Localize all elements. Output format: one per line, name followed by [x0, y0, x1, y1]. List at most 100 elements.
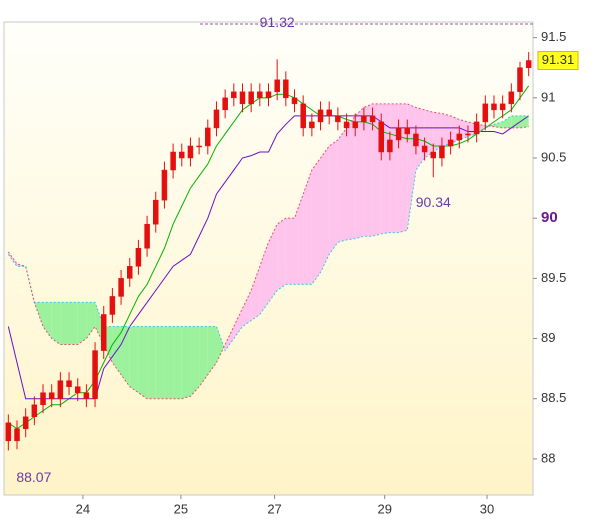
- candle-body: [118, 278, 124, 297]
- high-label: 91.32: [260, 14, 295, 30]
- candle-body: [291, 97, 298, 105]
- candle-body: [525, 60, 532, 68]
- candle-body: [161, 169, 168, 201]
- candle-body: [257, 91, 263, 99]
- candle-body: [361, 115, 367, 123]
- cloud: [441, 113, 451, 146]
- candle-body: [343, 121, 350, 129]
- candle-body: [57, 380, 64, 399]
- cloud: [147, 326, 156, 399]
- candle-body: [274, 79, 280, 93]
- candle-body: [387, 139, 393, 153]
- candle-body: [439, 145, 445, 159]
- candle-body: [109, 296, 116, 315]
- candle-body: [83, 392, 90, 399]
- candle-body: [100, 314, 107, 351]
- cloud: [311, 158, 321, 285]
- cloud: [355, 107, 364, 239]
- candle-body: [66, 380, 72, 387]
- candle-body: [239, 91, 246, 105]
- candle-body: [92, 350, 98, 399]
- candle-body: [421, 145, 428, 153]
- candle-body: [48, 392, 55, 399]
- cloud: [277, 218, 286, 291]
- candle-body: [309, 121, 315, 129]
- candle-body: [126, 266, 133, 279]
- candle-body: [352, 121, 358, 129]
- candle-body: [22, 416, 29, 430]
- x-tick-label: 24: [76, 501, 90, 516]
- cloud: [173, 326, 182, 399]
- cloud: [493, 121, 503, 128]
- y-tick-label: 91: [541, 89, 555, 104]
- cloud: [433, 112, 442, 152]
- cloud: [511, 115, 520, 128]
- cloud: [294, 194, 304, 285]
- candle-body: [222, 97, 228, 111]
- cloud: [86, 302, 96, 339]
- y-tick-label: 90.5: [541, 149, 566, 164]
- y-tick-label: 91.5: [541, 29, 566, 44]
- cloud: [190, 326, 200, 397]
- x-tick-label: 27: [267, 501, 281, 516]
- cloud: [320, 145, 330, 273]
- candle-body: [196, 145, 202, 148]
- cloud: [337, 127, 347, 243]
- cloud: [225, 326, 234, 351]
- y-tick-label: 88.5: [541, 390, 566, 405]
- indicator-line: [7, 115, 529, 352]
- candle-body: [5, 422, 12, 442]
- candle-body: [179, 151, 185, 159]
- cloud: [285, 218, 295, 285]
- cloud: [223, 344, 226, 351]
- candle-body: [300, 103, 306, 129]
- candle-body: [14, 428, 20, 442]
- cloud: [60, 302, 70, 345]
- candle-body: [491, 103, 497, 111]
- cloud: [77, 302, 87, 345]
- candle-body: [335, 115, 341, 123]
- candle-body: [187, 145, 194, 159]
- x-tick-label: 29: [377, 501, 391, 516]
- candle-body: [144, 223, 150, 249]
- candle-body: [248, 91, 254, 105]
- y-tick-label: 89: [541, 330, 555, 345]
- cloud: [251, 266, 260, 321]
- candle-body: [473, 121, 480, 135]
- y-tick-label: 90: [541, 209, 558, 226]
- candle-body: [283, 79, 289, 99]
- x-tick-label: 30: [480, 501, 494, 516]
- last-price: 91.31: [542, 52, 575, 67]
- cloud: [303, 170, 312, 285]
- candle-body: [265, 91, 272, 99]
- y-tick-label: 88: [541, 450, 555, 465]
- cloud: [155, 326, 165, 399]
- cloud: [69, 302, 78, 345]
- cloud: [329, 139, 338, 255]
- candle-body: [482, 103, 489, 123]
- candle-body: [378, 121, 384, 153]
- cloud: [207, 326, 217, 375]
- x-tick-label: 25: [174, 501, 188, 516]
- cloud: [121, 326, 130, 387]
- cloud: [181, 326, 191, 399]
- candle-body: [40, 392, 46, 405]
- cloud: [363, 103, 373, 237]
- cloud: [259, 242, 269, 315]
- cloud: [415, 107, 425, 171]
- cloud: [398, 103, 408, 233]
- candle-body: [404, 127, 411, 135]
- cloud: [502, 115, 512, 128]
- candle-body: [430, 151, 437, 159]
- candle-body: [395, 127, 402, 141]
- y-tick-label: 89.5: [541, 270, 566, 285]
- candle-body: [135, 248, 142, 267]
- candle-body: [317, 109, 324, 123]
- candle-body: [447, 139, 454, 147]
- candle-body: [456, 133, 463, 141]
- candle-body: [31, 404, 38, 418]
- low-label: 90.34: [416, 194, 451, 210]
- cloud: [233, 308, 243, 339]
- cloud: [43, 302, 52, 339]
